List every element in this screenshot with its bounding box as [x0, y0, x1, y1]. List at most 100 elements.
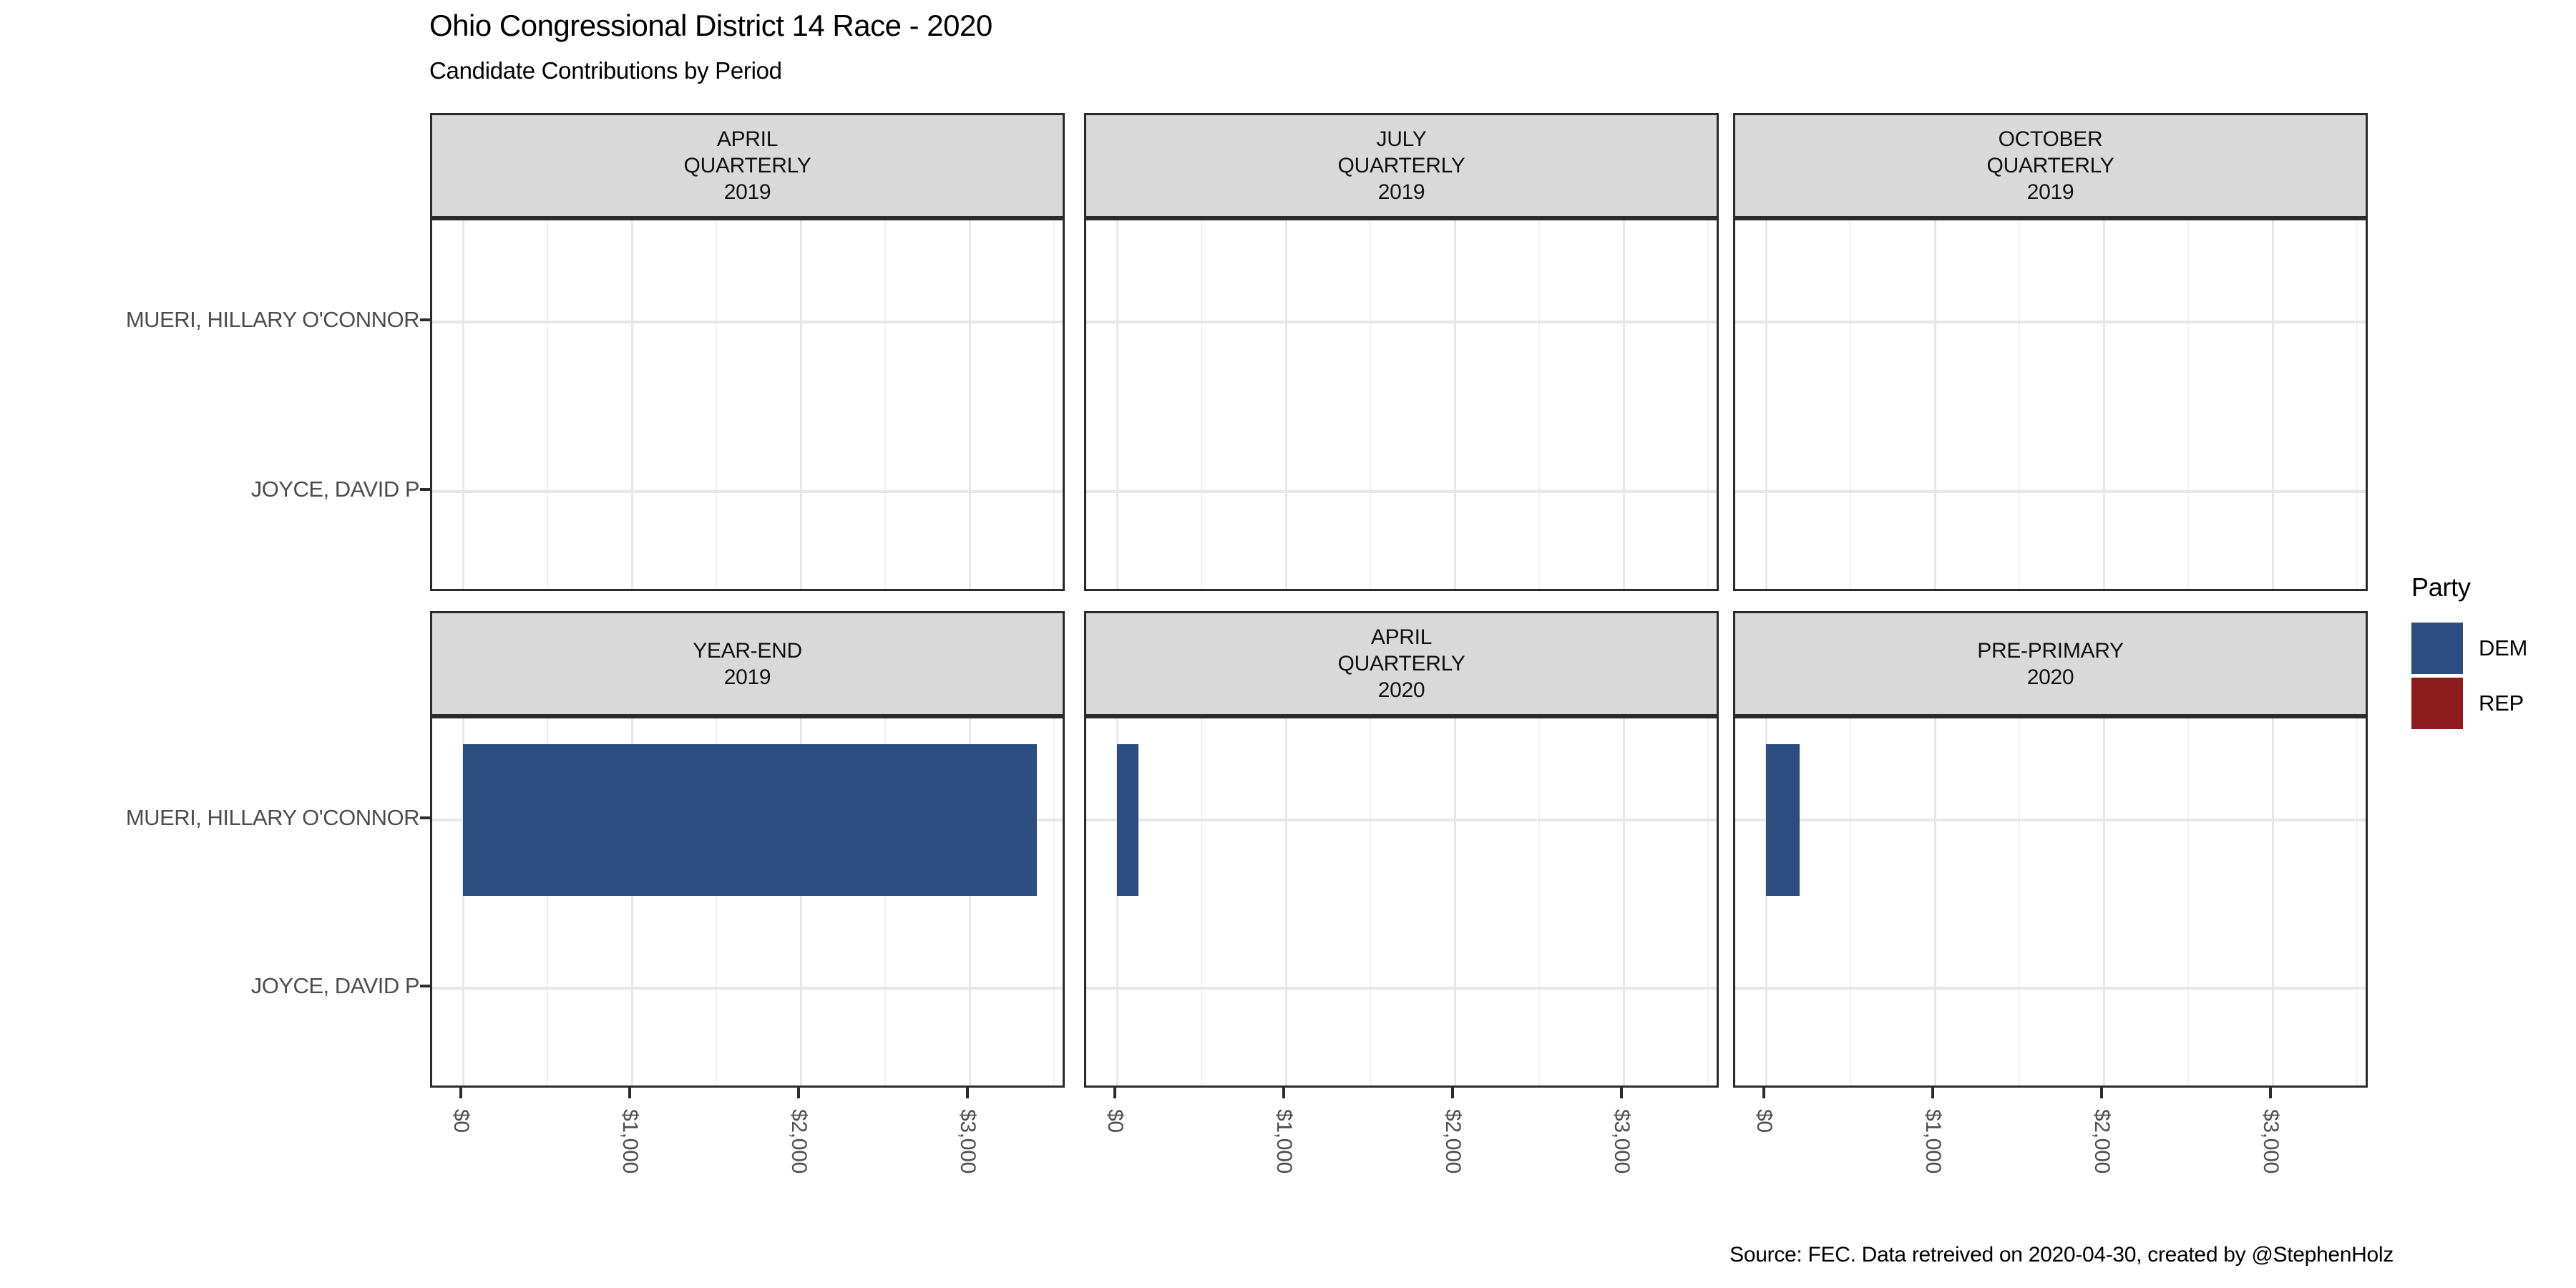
x-axis-tick — [797, 1088, 800, 1098]
y-axis-label: MUERI, HILLARY O'CONNOR — [125, 804, 420, 830]
gridline-minor — [1201, 718, 1202, 1085]
facet-strip-line: QUARTERLY — [1337, 652, 1465, 675]
legend: Party DEM REP — [2406, 572, 2570, 733]
y-axis-tick — [420, 816, 431, 819]
facet-strip: OCTOBER QUARTERLY 2019 — [1733, 113, 2368, 218]
gridline-category — [1735, 987, 2366, 990]
facet-strip-line: PRE-PRIMARY — [1977, 638, 2124, 663]
facet-strip-line: 2019 — [2026, 180, 2074, 204]
facet-strip: APRIL QUARTERLY 2020 — [1084, 611, 1719, 716]
facet-strip-line: APRIL — [1370, 625, 1433, 649]
gridline-minor — [547, 718, 548, 1085]
gridline-minor — [1201, 220, 1202, 589]
gridline-category — [1086, 489, 1717, 493]
gridline-minor — [2356, 718, 2358, 1085]
rep-color-swatch — [2411, 678, 2463, 729]
y-axis-label: JOYCE, DAVID P — [250, 973, 420, 999]
gridline-minor — [1707, 220, 1709, 589]
gridline-major — [1453, 718, 1456, 1085]
facet-panel — [430, 716, 1065, 1088]
x-axis-label: $2,000 — [787, 1109, 811, 1174]
gridline-major — [462, 220, 464, 589]
facet-strip-line: 2019 — [723, 180, 771, 204]
gridline-minor — [716, 220, 717, 589]
legend-item-rep: REP — [2411, 678, 2570, 729]
y-axis-tick — [420, 487, 431, 491]
x-axis-tick — [1931, 1088, 1934, 1098]
x-axis-tick — [1451, 1088, 1454, 1098]
x-axis-tick — [1282, 1088, 1285, 1098]
facet-strip-line: OCTOBER — [1998, 127, 2103, 151]
x-axis-tick — [2269, 1088, 2272, 1098]
x-axis-tick — [966, 1088, 969, 1098]
gridline-category — [1735, 489, 2366, 493]
contribution-bar — [463, 743, 1038, 896]
x-axis-label: $2,000 — [2090, 1109, 2114, 1174]
gridline-category — [432, 987, 1063, 990]
gridline-category — [1086, 987, 1717, 990]
gridline-major — [630, 718, 633, 1085]
x-axis-tick — [459, 1088, 462, 1098]
facet-strip: PRE-PRIMARY 2020 — [1733, 611, 2368, 716]
gridline-minor — [1850, 220, 1851, 589]
facet-strip-line: 2019 — [723, 665, 771, 689]
facet-panel — [1733, 218, 2368, 591]
gridline-major — [799, 718, 802, 1085]
gridline-category — [1086, 321, 1717, 324]
facet-strip-line: QUARTERLY — [1337, 154, 1465, 177]
gridline-minor — [2187, 718, 2189, 1085]
gridline-major — [799, 220, 802, 589]
x-axis-tick — [1762, 1088, 1765, 1098]
gridline-category — [432, 489, 1063, 493]
gridline-major — [1284, 718, 1287, 1085]
contribution-bar — [1117, 743, 1138, 896]
y-axis-tick — [420, 318, 431, 322]
gridline-minor — [1053, 220, 1055, 589]
x-axis-label: $2,000 — [1441, 1109, 1465, 1174]
x-axis-label: $3,000 — [1610, 1109, 1634, 1174]
gridline-minor — [2019, 718, 2020, 1085]
gridline-major — [1622, 220, 1625, 589]
gridline-minor — [1538, 220, 1540, 589]
gridline-minor — [2187, 220, 2189, 589]
gridline-minor — [2019, 220, 2020, 589]
gridline-minor — [547, 220, 548, 589]
x-axis-label: $0 — [1752, 1109, 1776, 1133]
gridline-category — [432, 321, 1063, 324]
gridline-category — [1735, 321, 2366, 324]
gridline-major — [2271, 718, 2274, 1085]
x-axis-tick — [1113, 1088, 1116, 1098]
gridline-major — [2102, 718, 2105, 1085]
gridline-minor — [1053, 718, 1055, 1085]
x-axis-tick — [1620, 1088, 1623, 1098]
x-axis-label: $3,000 — [956, 1109, 980, 1174]
x-axis-label: $1,000 — [1921, 1109, 1945, 1174]
legend-title: Party — [2411, 572, 2471, 602]
gridline-major — [968, 718, 971, 1085]
x-axis-tick — [628, 1088, 631, 1098]
y-axis-tick — [420, 985, 431, 988]
facet-strip-line: JULY — [1376, 127, 1427, 151]
legend-label-dem: DEM — [2479, 635, 2527, 660]
dem-color-swatch — [2411, 623, 2463, 674]
facet-strip: YEAR-END 2019 — [430, 611, 1065, 716]
facet-panel — [1084, 218, 1719, 591]
gridline-minor — [1538, 718, 1540, 1085]
x-axis-label: $0 — [449, 1109, 473, 1133]
facet-panel — [1084, 716, 1719, 1088]
facet-strip-line: QUARTERLY — [683, 154, 811, 177]
y-axis-label: JOYCE, DAVID P — [250, 476, 420, 502]
facet-panel — [1733, 716, 2368, 1088]
gridline-major — [2102, 220, 2105, 589]
x-axis-label: $1,000 — [1272, 1109, 1296, 1174]
chart-title: Ohio Congressional District 14 Race - 20… — [429, 9, 992, 42]
gridline-minor — [1707, 718, 1709, 1085]
gridline-major — [1765, 220, 1767, 589]
gridline-minor — [2356, 220, 2358, 589]
gridline-major — [2271, 220, 2274, 589]
x-axis-label: $0 — [1103, 1109, 1127, 1133]
gridline-minor — [1850, 718, 1851, 1085]
legend-item-dem: DEM — [2411, 623, 2570, 674]
gridline-minor — [1370, 718, 1371, 1085]
